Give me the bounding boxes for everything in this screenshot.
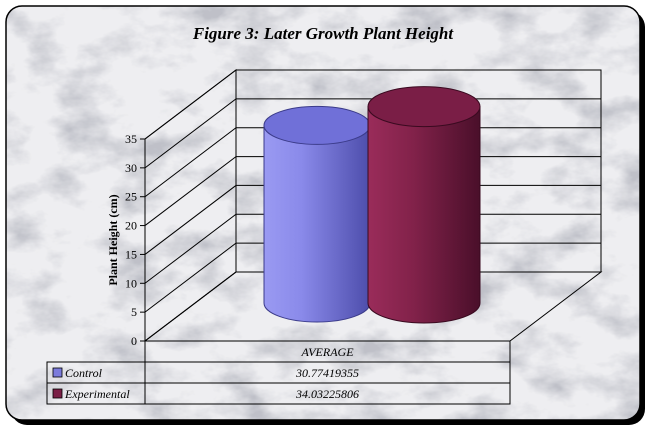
y-tick-label: 15 xyxy=(125,247,137,261)
y-tick-label: 10 xyxy=(125,276,137,290)
y-tick-label: 30 xyxy=(125,161,137,175)
bar-control xyxy=(263,105,371,323)
y-axis-ticks: 0 5 10 15 20 25 30 35 xyxy=(125,132,145,348)
bar-experimental xyxy=(367,86,481,324)
table-value: 34.03225806 xyxy=(295,387,359,401)
y-tick-label: 35 xyxy=(125,132,137,146)
gridline xyxy=(144,98,601,169)
y-tick-label: 5 xyxy=(131,305,137,319)
gridline xyxy=(144,69,601,140)
cylinder-top xyxy=(263,105,371,145)
y-tick-label: 20 xyxy=(125,219,137,233)
frame-border xyxy=(5,5,641,421)
legend-swatch xyxy=(52,367,63,378)
y-tick-label: 25 xyxy=(125,190,137,204)
legend-label: Control xyxy=(65,366,103,380)
bars xyxy=(263,86,481,324)
data-table: AVERAGE Control 30.77419355 Experimental 34.… xyxy=(46,341,511,405)
cylinder-body xyxy=(263,124,371,323)
table-value: 30.77419355 xyxy=(295,366,359,380)
y-tick-label: 0 xyxy=(131,334,137,348)
legend-label: Experimental xyxy=(64,387,130,401)
table-value-cell xyxy=(144,382,511,405)
cylinder-body xyxy=(367,106,481,324)
table-category-label: AVERAGE xyxy=(300,345,354,359)
legend-swatch xyxy=(52,388,63,399)
cylinder-top xyxy=(367,86,481,128)
chart-title: Figure 3: Later Growth Plant Height xyxy=(192,24,454,43)
y-axis-label: Plant Height (cm) xyxy=(106,194,120,285)
